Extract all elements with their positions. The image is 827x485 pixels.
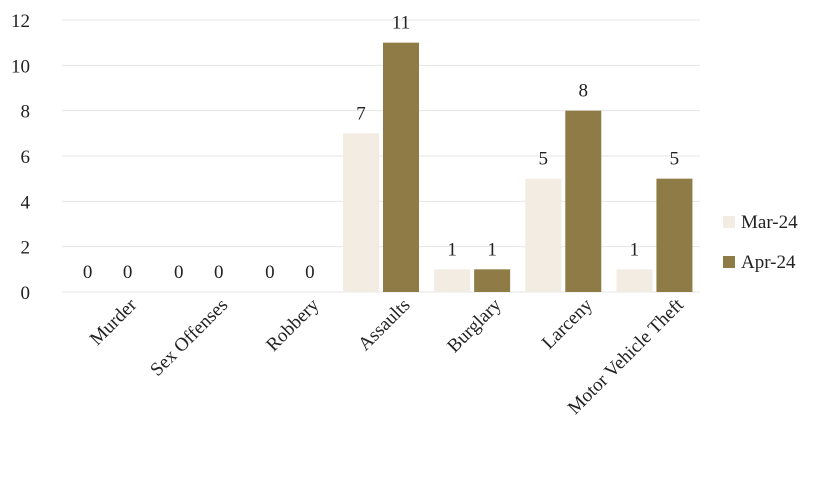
data-label: 8 — [579, 81, 589, 102]
x-category-label: Robbery — [262, 294, 323, 355]
y-tick-label: 6 — [21, 147, 31, 168]
x-category-label: Sex Offenses — [146, 295, 232, 381]
legend-label: Apr-24 — [741, 252, 796, 273]
data-label: 0 — [305, 262, 315, 283]
data-label: 1 — [447, 239, 457, 260]
bar-mar-24-assaults — [343, 133, 379, 292]
data-label: 11 — [392, 13, 410, 34]
gridlines — [62, 19, 700, 293]
data-label: 7 — [356, 103, 366, 124]
data-label: 1 — [487, 239, 497, 260]
bar-mar-24-motor-vehicle-theft — [616, 269, 653, 292]
y-tick-label: 12 — [11, 11, 30, 32]
bar-apr-24-motor-vehicle-theft — [656, 178, 693, 292]
data-label: 0 — [123, 262, 133, 283]
bars — [343, 42, 693, 293]
x-axis-categories: Murder Sex Offenses Robbery Assaults Burglar… — [86, 294, 689, 419]
x-category-label: Murder — [86, 294, 142, 350]
x-category-label: Burglary — [443, 294, 506, 357]
bar-apr-24-assaults — [383, 42, 419, 292]
data-label: 1 — [630, 239, 640, 260]
data-label: 0 — [265, 262, 275, 283]
legend-label: Mar-24 — [741, 212, 798, 233]
legend: Mar-24 Apr-24 — [723, 212, 798, 273]
x-category-label: Larceny — [538, 294, 597, 353]
y-tick-label: 4 — [21, 192, 31, 213]
data-label: 0 — [214, 262, 224, 283]
bar-mar-24-larceny — [525, 178, 562, 292]
data-label: 0 — [83, 262, 93, 283]
y-tick-label: 10 — [11, 56, 30, 77]
data-label: 5 — [670, 149, 680, 170]
data-label: 5 — [539, 149, 549, 170]
bar-apr-24-larceny — [565, 110, 602, 293]
bar-mar-24-burglary — [434, 269, 471, 292]
x-category-label: Assaults — [354, 295, 414, 355]
y-tick-label: 2 — [21, 238, 31, 259]
y-axis-ticks: 0 2 4 6 8 10 12 — [11, 11, 31, 304]
legend-swatch — [723, 216, 735, 228]
data-label: 0 — [174, 262, 184, 283]
y-tick-label: 8 — [21, 102, 31, 123]
y-tick-label: 0 — [21, 283, 31, 304]
bar-apr-24-burglary — [474, 269, 511, 292]
legend-swatch — [723, 256, 735, 268]
